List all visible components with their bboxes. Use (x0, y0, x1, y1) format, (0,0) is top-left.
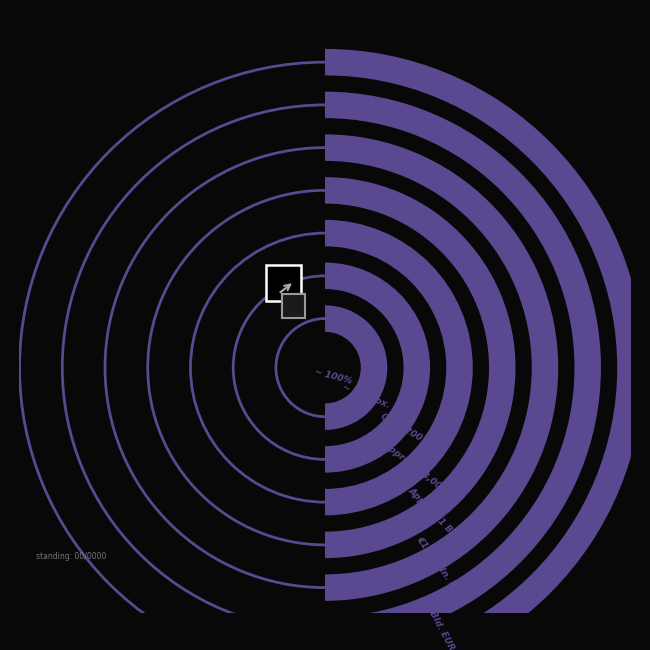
Text: ~ Approx.: ~ Approx. (341, 383, 391, 410)
FancyBboxPatch shape (281, 294, 306, 318)
FancyBboxPatch shape (266, 265, 302, 301)
Wedge shape (325, 220, 473, 515)
Wedge shape (325, 306, 387, 430)
Wedge shape (325, 263, 430, 473)
Wedge shape (325, 92, 601, 644)
Text: Approx. 1 Bln.: Approx. 1 Bln. (406, 486, 463, 544)
Text: €11.8 Bln. EUR: €11.8 Bln. EUR (415, 535, 466, 601)
Text: standing: 00/0000: standing: 00/0000 (36, 552, 106, 561)
Wedge shape (325, 135, 558, 601)
Wedge shape (325, 49, 644, 650)
Text: Over 200: Over 200 (380, 412, 424, 443)
Text: Approx. 13,000: Approx. 13,000 (382, 440, 448, 495)
Wedge shape (325, 177, 515, 558)
Text: ~ 100%: ~ 100% (314, 367, 353, 385)
Text: €8 Bld. EUR: €8 Bld. EUR (421, 596, 456, 650)
